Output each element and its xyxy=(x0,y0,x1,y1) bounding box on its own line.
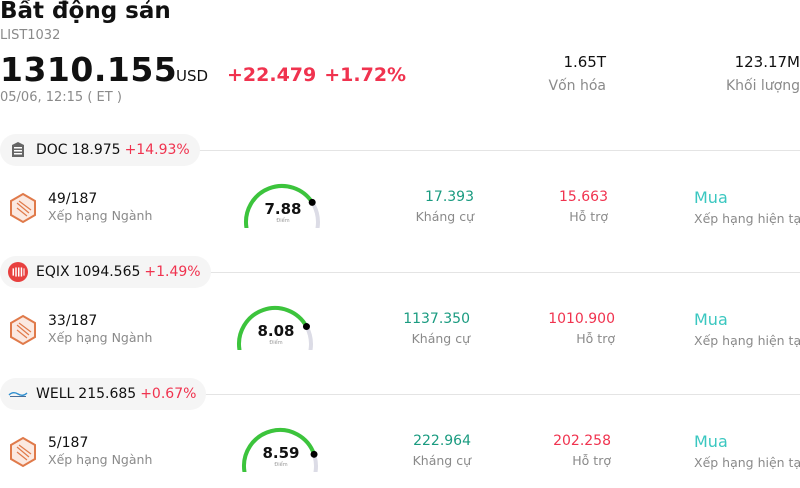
resistance-label: Kháng cự xyxy=(415,209,474,224)
sector-rank-label: Xếp hạng Ngành xyxy=(48,330,153,345)
score-gauge xyxy=(235,302,319,354)
score-label: Điểm xyxy=(269,340,283,346)
support-value: 202.258 xyxy=(553,433,611,449)
index-change: +22.479 +1.72% xyxy=(227,64,414,86)
sector-rank-icon xyxy=(8,314,38,350)
gauge-fill xyxy=(242,428,317,474)
support-label: Hỗ trợ xyxy=(576,331,615,346)
gauge-marker xyxy=(310,450,318,458)
score-label: Điểm xyxy=(276,218,290,224)
sector-rank-label: Xếp hạng Ngành xyxy=(48,452,153,467)
score-gauge xyxy=(242,180,326,232)
row-divider xyxy=(201,394,800,395)
sector-rank: 49/187 xyxy=(48,191,98,207)
stock-change: +0.67% xyxy=(140,386,197,402)
stock-pill-well[interactable]: WELL 215.685 +0.67% xyxy=(0,378,207,410)
support-label: Hỗ trợ xyxy=(572,453,611,468)
stock-price: 215.685 xyxy=(78,386,137,402)
volume-label: Khối lượng xyxy=(725,78,800,94)
stock-ticker: DOC xyxy=(36,142,68,158)
change-absolute: +22.479 xyxy=(227,64,317,86)
row-divider xyxy=(206,272,800,273)
resistance-value: 1137.350 xyxy=(403,311,470,327)
sector-rank-icon xyxy=(8,436,38,472)
stock-ticker: WELL xyxy=(36,386,75,402)
sector-rank-icon xyxy=(8,192,38,228)
sector-rank-label: Xếp hạng Ngành xyxy=(48,208,153,223)
stock-ticker: EQIX xyxy=(36,264,70,280)
gauge-fill xyxy=(244,184,315,230)
equinix-logo-icon xyxy=(8,262,28,282)
resistance-label: Kháng cự xyxy=(411,331,470,346)
recommendation-label: Xếp hạng hiện tại xyxy=(694,211,800,226)
row-divider xyxy=(190,150,800,151)
gauge-marker xyxy=(302,323,310,331)
resistance-value: 222.964 xyxy=(413,433,471,449)
score-value: 8.08 xyxy=(257,322,295,340)
market-cap-value: 1.65T xyxy=(563,53,606,71)
change-percent: +1.72% xyxy=(324,64,407,86)
index-price: 1310.155 xyxy=(0,50,178,89)
page-title: Bất động sản xyxy=(0,0,171,24)
score-value: 7.88 xyxy=(264,200,302,218)
resistance-value: 17.393 xyxy=(425,189,474,205)
stock-price: 1094.565 xyxy=(73,264,141,280)
recommendation-label: Xếp hạng hiện tại xyxy=(694,455,800,470)
sector-rank: 33/187 xyxy=(48,313,98,329)
market-cap-label: Vốn hóa xyxy=(548,78,606,94)
sector-rank: 5/187 xyxy=(48,435,89,451)
support-value: 15.663 xyxy=(559,189,608,205)
volume-value: 123.17M xyxy=(734,53,800,71)
support-value: 1010.900 xyxy=(548,311,615,327)
gauge-marker xyxy=(308,198,316,206)
score-value: 8.59 xyxy=(262,444,300,462)
recommendation: Mua xyxy=(694,188,728,207)
score-gauge xyxy=(240,424,324,476)
timestamp: 05/06, 12:15 ( ET ) xyxy=(0,90,122,105)
recommendation-label: Xếp hạng hiện tại xyxy=(694,333,800,348)
support-label: Hỗ trợ xyxy=(569,209,608,224)
gauge-fill xyxy=(237,306,309,352)
stock-change: +14.93% xyxy=(124,142,190,158)
doc-building-icon xyxy=(8,140,28,160)
score-label: Điểm xyxy=(274,462,288,468)
resistance-label: Kháng cự xyxy=(412,453,471,468)
stock-price: 18.975 xyxy=(71,142,121,158)
recommendation: Mua xyxy=(694,310,728,329)
stock-change: +1.49% xyxy=(144,264,201,280)
recommendation: Mua xyxy=(694,432,728,451)
list-code: LIST1032 xyxy=(0,28,61,43)
stock-pill-eqix[interactable]: EQIX 1094.565 +1.49% xyxy=(0,256,211,288)
stock-pill-doc[interactable]: DOC 18.975 +14.93% xyxy=(0,134,200,166)
welltower-logo-icon xyxy=(8,384,28,404)
currency-label: USD xyxy=(176,67,209,85)
